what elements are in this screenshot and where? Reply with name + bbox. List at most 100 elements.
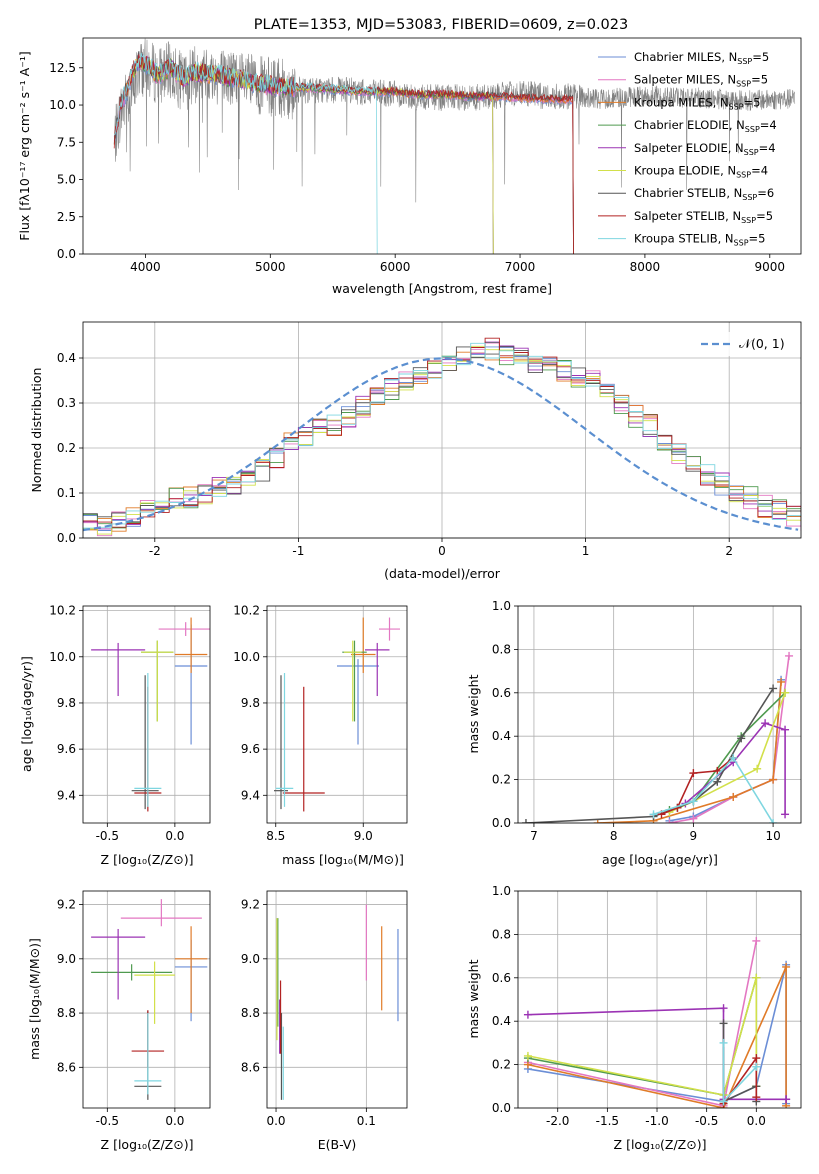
y-tick-label: 9.8 xyxy=(241,696,260,710)
legend-label-text: Salpeter STELIB, N xyxy=(634,209,741,223)
y-tick-label: 10.0 xyxy=(49,98,76,112)
legend-label-text: Kroupa ELODIE, N xyxy=(634,164,736,178)
plot-area xyxy=(83,337,801,537)
axes-frame xyxy=(266,890,408,1109)
x-tick-label: 6000 xyxy=(380,260,411,274)
legend-label-sub: SSP xyxy=(736,80,751,89)
y-tick-label: 0.3 xyxy=(57,396,76,410)
mass-vs-z-axes-xlabel: Z [log₁₀(Z/Z⊙)] xyxy=(101,1137,194,1152)
legend-label-text: Chabrier STELIB, N xyxy=(634,186,742,200)
x-tick-label: -0.5 xyxy=(96,1114,119,1128)
x-tick-label: 0.0 xyxy=(165,829,184,843)
legend-label-text: Salpeter MILES, N xyxy=(634,73,736,87)
weight-vs-z-axes: -2.0 -1.5 -1.0 -0.5 0.0 0.0 0.2 0.4 0.6 0.8 1.0 xyxy=(492,884,802,1128)
x-tick-label: 2 xyxy=(725,544,733,558)
legend-label-text: Chabrier ELODIE, N xyxy=(634,118,745,132)
weight-line xyxy=(527,966,787,1108)
y-tick-label: 0.0 xyxy=(492,816,511,830)
y-tick-label: 0.6 xyxy=(492,686,511,700)
plot-area xyxy=(521,651,794,823)
legend-label-sub: SSP xyxy=(744,148,759,157)
legend-label: Chabrier ELODIE, NSSP=4 xyxy=(634,118,777,134)
legend-label: Kroupa ELODIE, NSSP=4 xyxy=(634,164,768,180)
x-tick-label: 0.0 xyxy=(165,1114,184,1128)
x-tick-label: 9 xyxy=(690,829,698,843)
plot-area xyxy=(113,38,796,254)
legend-label-text: Chabrier MILES, N xyxy=(634,50,737,64)
legend-label-text: Kroupa MILES, N xyxy=(634,95,729,109)
y-tick-label: 0.0 xyxy=(492,1101,511,1115)
legend-label-tail: =5 xyxy=(756,209,773,223)
x-tick-label: -0.5 xyxy=(96,829,119,843)
histogram-axes: -2 -1 0 1 2 0.0 0.1 0.2 0.3 0.4 xyxy=(57,321,802,558)
weight-line xyxy=(527,977,758,1096)
y-tick-label: 0.0 xyxy=(57,531,76,545)
weight-vs-age-axes-xlabel: age [log₁₀(age/yr)] xyxy=(602,852,718,867)
y-tick-label: 9.6 xyxy=(241,742,260,756)
legend-label-tail: =6 xyxy=(757,186,774,200)
weight-vs-age-axes-ylabel: mass weight xyxy=(466,674,481,753)
age-vs-mass-axes-xlabel: mass [log₁₀(M/M⊙)] xyxy=(282,852,404,867)
y-tick-label: 9.6 xyxy=(57,742,76,756)
y-tick-label: 0.0 xyxy=(57,247,76,261)
weight-vs-z-axes-ylabel: mass weight xyxy=(466,959,481,1038)
histogram-legend-label: 𝒩(0, 1) xyxy=(739,336,785,351)
x-tick-label: 7 xyxy=(530,829,538,843)
x-tick-label: 0 xyxy=(438,544,446,558)
mass-vs-ebv-axes-xlabel: E(B-V) xyxy=(318,1137,357,1152)
y-tick-label: 9.8 xyxy=(57,696,76,710)
legend-label-sub: SSP xyxy=(729,102,744,111)
spectrum-title: PLATE=1353, MJD=53083, FIBERID=0609, z=0… xyxy=(254,17,628,33)
y-tick-label: 10.0 xyxy=(49,650,76,664)
y-tick-label: 9.4 xyxy=(241,788,260,802)
histogram-series xyxy=(83,346,801,523)
legend-label-sub: SSP xyxy=(741,216,756,225)
weight-line xyxy=(525,688,774,823)
y-tick-label: 8.8 xyxy=(57,1006,76,1020)
y-tick-label: 1.0 xyxy=(492,599,511,613)
axes-frame xyxy=(82,37,802,255)
histogram-series xyxy=(83,342,801,537)
x-tick-label: 0.0 xyxy=(266,1114,285,1128)
histogram-ylabel: Normed distribution xyxy=(29,368,44,493)
axes-frame xyxy=(82,605,211,824)
legend-label-sub: SSP xyxy=(736,171,751,180)
y-tick-label: 7.5 xyxy=(57,135,76,149)
axes-frame xyxy=(82,890,211,1109)
y-tick-label: 0.2 xyxy=(492,1058,511,1072)
y-tick-label: 8.6 xyxy=(241,1060,260,1074)
plot-area xyxy=(274,617,400,812)
x-tick-label: 9000 xyxy=(755,260,786,274)
x-tick-label: 9.0 xyxy=(354,829,373,843)
y-tick-label: 9.2 xyxy=(57,898,76,912)
histogram-xlabel: (data-model)/error xyxy=(384,566,501,581)
legend-label-sub: SSP xyxy=(742,193,757,202)
axes-frame xyxy=(266,605,408,824)
mass-vs-ebv-axes: 0.0 0.1 8.6 8.8 9.0 9.2 xyxy=(241,890,408,1128)
age-vs-mass-axes: 8.5 9.0 9.4 9.6 9.8 10.0 10.2 xyxy=(233,604,408,843)
y-tick-label: 8.8 xyxy=(241,1006,260,1020)
spectrum-model-line xyxy=(113,50,574,254)
histogram-series xyxy=(83,346,801,531)
legend-label: Kroupa STELIB, NSSP=5 xyxy=(634,232,765,248)
x-tick-label: 4000 xyxy=(130,260,161,274)
y-tick-label: 2.5 xyxy=(57,210,76,224)
plot-area xyxy=(276,904,399,1100)
legend-label-sub: SSP xyxy=(737,57,752,66)
legend-label-sub: SSP xyxy=(745,125,760,134)
age-vs-z-axes: -0.5 0.0 9.4 9.6 9.8 10.0 10.2 xyxy=(49,604,211,843)
y-tick-label: 0.6 xyxy=(492,971,511,985)
axes-frame xyxy=(517,605,802,824)
y-tick-label: 0.4 xyxy=(57,351,76,365)
legend-label-text: Salpeter ELODIE, N xyxy=(634,141,744,155)
age-vs-z-axes-ylabel: age [log₁₀(age/yr)] xyxy=(19,656,34,772)
plot-area xyxy=(91,617,210,812)
x-tick-label: 5000 xyxy=(255,260,286,274)
x-tick-label: -1.5 xyxy=(596,1114,619,1128)
x-tick-label: -2.0 xyxy=(546,1114,569,1128)
y-tick-label: 12.5 xyxy=(49,61,76,75)
y-tick-label: 0.1 xyxy=(57,486,76,500)
legend-label: Kroupa MILES, NSSP=5 xyxy=(634,95,760,111)
x-tick-label: 7000 xyxy=(505,260,536,274)
